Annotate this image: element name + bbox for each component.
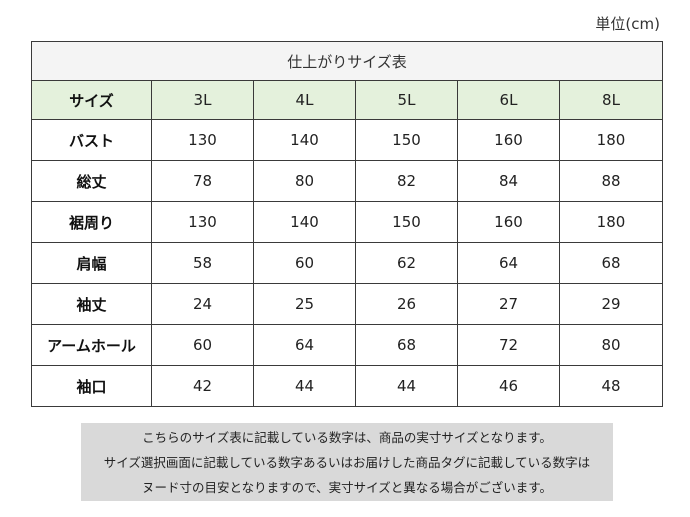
table-cell: 46 [457,365,560,407]
size-header-cell: 5L [355,80,458,120]
table-cell: 60 [151,324,254,366]
table-cell: 60 [253,242,356,284]
table-cell: 64 [457,242,560,284]
table-row: 裾周り 130 140 150 160 180 [31,201,663,243]
table-cell: 80 [253,160,356,202]
table-cell: 25 [253,283,356,325]
table-cell: 140 [253,201,356,243]
row-label: 肩幅 [31,242,152,284]
size-header-cell: 3L [151,80,254,120]
table-cell: 160 [457,201,560,243]
note-line: こちらのサイズ表に記載している数字は、商品の実寸サイズとなります。 [142,429,552,445]
table-cell: 26 [355,283,458,325]
table-cell: 180 [559,201,663,243]
row-label: 総丈 [31,160,152,202]
table-cell: 140 [253,119,356,161]
table-cell: 82 [355,160,458,202]
table-row: バスト 130 140 150 160 180 [31,119,663,161]
table-cell: 68 [355,324,458,366]
table-cell: 150 [355,119,458,161]
table-row: 袖丈 24 25 26 27 29 [31,283,663,325]
note-box: こちらのサイズ表に記載している数字は、商品の実寸サイズとなります。 サイズ選択画… [81,423,613,501]
size-header-label: サイズ [31,80,152,120]
row-label: バスト [31,119,152,161]
table-cell: 44 [355,365,458,407]
table-cell: 78 [151,160,254,202]
table-cell: 150 [355,201,458,243]
row-label: 袖丈 [31,283,152,325]
table-cell: 130 [151,201,254,243]
table-row: アームホール 60 64 68 72 80 [31,324,663,366]
table-cell: 29 [559,283,663,325]
note-line: ヌード寸の目安となりますので、実寸サイズと異なる場合がございます。 [141,479,552,495]
size-header-cell: 8L [559,80,663,120]
table-cell: 24 [151,283,254,325]
table-cell: 62 [355,242,458,284]
table-cell: 68 [559,242,663,284]
size-header-cell: 6L [457,80,560,120]
table-cell: 130 [151,119,254,161]
table-cell: 44 [253,365,356,407]
row-label: 裾周り [31,201,152,243]
table-cell: 72 [457,324,560,366]
table-cell: 48 [559,365,663,407]
table-cell: 80 [559,324,663,366]
table-cell: 27 [457,283,560,325]
table-cell: 84 [457,160,560,202]
row-label: アームホール [31,324,152,366]
unit-label: 単位(cm) [595,15,660,33]
table-cell: 160 [457,119,560,161]
note-line: サイズ選択画面に記載している数字あるいはお届けした商品タグに記載している数字は [103,454,591,470]
table-cell: 180 [559,119,663,161]
table-cell: 88 [559,160,663,202]
table-row: 総丈 78 80 82 84 88 [31,160,663,202]
table-cell: 58 [151,242,254,284]
table-title: 仕上がりサイズ表 [31,41,663,81]
table-cell: 42 [151,365,254,407]
size-header-cell: 4L [253,80,356,120]
table-cell: 64 [253,324,356,366]
table-row: 肩幅 58 60 62 64 68 [31,242,663,284]
size-chart-table: 仕上がりサイズ表 サイズ 3L 4L 5L 6L 8L バスト 130 140 … [31,41,663,407]
size-header-row: サイズ 3L 4L 5L 6L 8L [31,80,663,120]
row-label: 袖口 [31,365,152,407]
table-row: 袖口 42 44 44 46 48 [31,365,663,407]
